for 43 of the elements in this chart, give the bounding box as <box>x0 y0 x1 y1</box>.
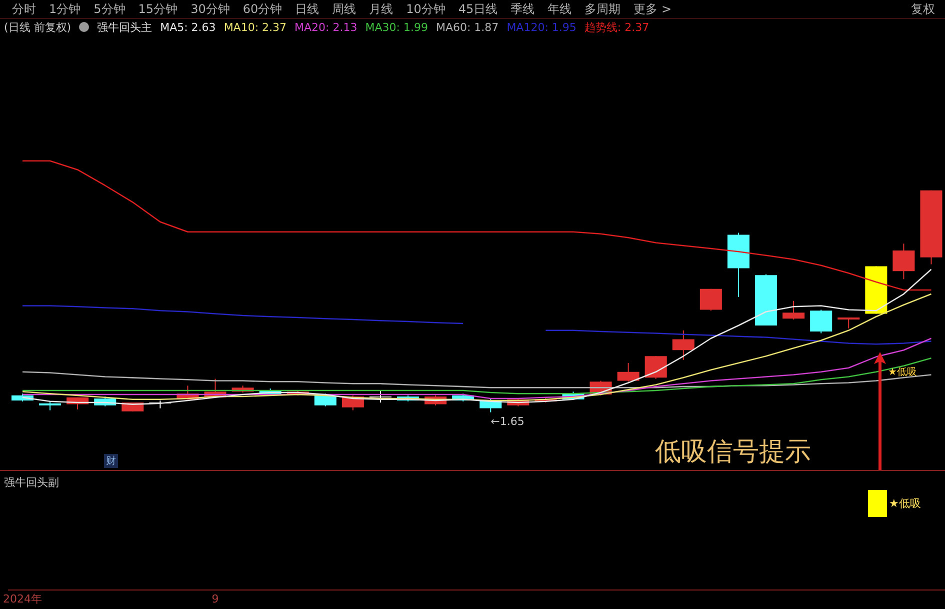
text: MA30: 1.99 <box>365 20 428 34</box>
candlestick <box>672 330 694 360</box>
candlestick <box>810 309 832 334</box>
text: MA5: 2.63 <box>160 20 216 34</box>
candlestick <box>314 393 336 407</box>
text: 复权 <box>911 0 935 18</box>
text: MA120: 1.95 <box>506 20 576 34</box>
x-tick-label: 9 <box>212 592 219 606</box>
x-tick-label: 2024年 <box>2 592 42 606</box>
text: 周线 <box>332 0 356 18</box>
annotation: ★低吸 <box>888 367 917 378</box>
candlestick <box>644 356 667 380</box>
text: 15分钟 <box>138 0 178 18</box>
candlestick <box>369 390 392 404</box>
text: MA20: 2.13 <box>294 20 358 34</box>
candlestick <box>782 300 805 320</box>
text: 财 <box>104 454 118 468</box>
text: 强牛回头副 <box>4 475 59 490</box>
text: 年线 <box>548 0 572 18</box>
chart-subtitle: 强牛回头主 <box>97 20 152 34</box>
candlestick <box>838 317 860 329</box>
text: 更多 > <box>634 0 672 18</box>
text: 分时 <box>12 0 36 18</box>
text: 5分钟 <box>94 0 126 18</box>
text: ★低吸 <box>889 496 921 511</box>
text: 1分钟 <box>49 0 81 18</box>
text: 45日线 <box>458 0 498 18</box>
candlestick <box>617 362 640 382</box>
text: 多周期 <box>584 0 621 18</box>
chart-title: (日线 前复权) <box>4 20 72 34</box>
text: 10分钟 <box>406 0 446 18</box>
text: 趋势线: 2.37 <box>584 20 650 34</box>
text: 低吸信号提示 <box>655 436 811 469</box>
candlestick <box>700 288 722 312</box>
text: 季线 <box>510 0 535 18</box>
text: MA60: 1.87 <box>436 20 499 34</box>
text: 30分钟 <box>190 0 230 18</box>
text: 日线 <box>295 0 320 18</box>
text: MA10: 2.37 <box>224 20 287 34</box>
text: ←1.65 <box>490 415 524 428</box>
text: 月线 <box>369 0 394 18</box>
candlestick <box>892 243 915 280</box>
text: 60分钟 <box>242 0 282 18</box>
